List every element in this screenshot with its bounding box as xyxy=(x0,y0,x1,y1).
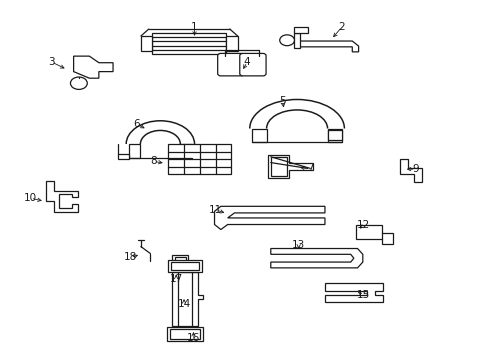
Text: 4: 4 xyxy=(244,57,250,67)
Text: 10: 10 xyxy=(24,193,37,203)
Text: 5: 5 xyxy=(279,96,285,107)
Text: 8: 8 xyxy=(150,156,157,166)
Text: 12: 12 xyxy=(357,220,370,230)
Text: 6: 6 xyxy=(133,119,140,129)
Polygon shape xyxy=(214,206,325,230)
Polygon shape xyxy=(327,129,341,142)
Polygon shape xyxy=(180,144,191,158)
Text: 13: 13 xyxy=(291,240,305,249)
Text: 16: 16 xyxy=(186,333,200,343)
Text: 11: 11 xyxy=(208,205,222,215)
Polygon shape xyxy=(299,41,358,52)
Polygon shape xyxy=(252,129,266,142)
Polygon shape xyxy=(294,27,307,32)
Polygon shape xyxy=(325,283,382,302)
Polygon shape xyxy=(327,130,341,140)
Text: 9: 9 xyxy=(411,164,418,174)
Polygon shape xyxy=(174,257,186,269)
Text: 18: 18 xyxy=(123,252,137,262)
Circle shape xyxy=(70,77,87,89)
Polygon shape xyxy=(172,256,188,271)
Text: 3: 3 xyxy=(48,57,55,67)
Polygon shape xyxy=(225,36,237,51)
Text: 1: 1 xyxy=(191,22,198,32)
Text: 7: 7 xyxy=(306,163,313,174)
Bar xyxy=(169,329,200,339)
Text: 2: 2 xyxy=(338,22,345,32)
Polygon shape xyxy=(270,157,286,176)
Polygon shape xyxy=(270,248,362,268)
Polygon shape xyxy=(118,154,128,159)
Polygon shape xyxy=(152,33,225,54)
Bar xyxy=(168,144,231,174)
Polygon shape xyxy=(267,155,312,178)
Circle shape xyxy=(279,35,294,46)
Polygon shape xyxy=(172,272,203,326)
Text: 14: 14 xyxy=(177,299,190,309)
Bar xyxy=(170,262,199,270)
Polygon shape xyxy=(74,56,113,78)
Polygon shape xyxy=(128,144,140,158)
Text: 15: 15 xyxy=(357,290,370,300)
Polygon shape xyxy=(294,32,299,48)
Bar xyxy=(168,260,202,272)
FancyBboxPatch shape xyxy=(217,53,244,76)
Text: 17: 17 xyxy=(169,274,183,284)
Polygon shape xyxy=(141,36,152,51)
Polygon shape xyxy=(399,159,421,182)
Polygon shape xyxy=(356,225,392,244)
FancyBboxPatch shape xyxy=(239,53,265,76)
Bar xyxy=(167,327,203,341)
Polygon shape xyxy=(46,181,78,212)
